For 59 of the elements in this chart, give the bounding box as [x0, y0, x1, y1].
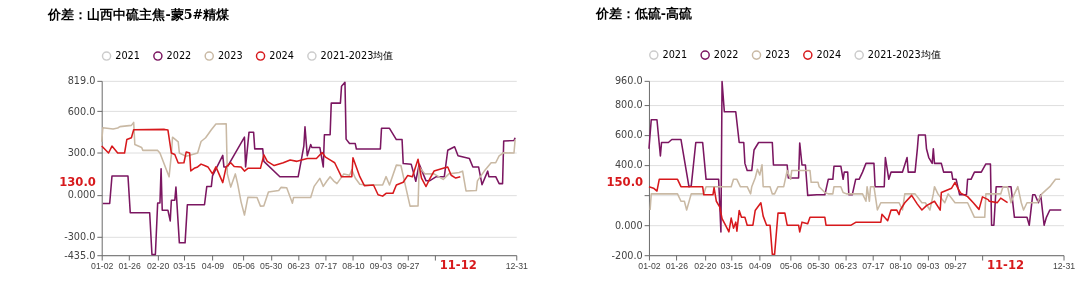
y-tick-label: 300.0 [67, 147, 96, 159]
legend-label: 2024 [816, 49, 842, 61]
y-tick-label: 0.000 [67, 189, 96, 201]
legend-label: 2022 [713, 49, 739, 61]
text: 11-12 [439, 257, 477, 272]
x-tick-label: 04-09 [749, 261, 772, 272]
legend-label: 2022 [166, 49, 192, 61]
legend-label: 2021 [662, 49, 688, 61]
x-tick-label: 06-23 [834, 261, 858, 272]
y-tick-label: 400.0 [614, 159, 643, 171]
line-series [648, 80, 1063, 233]
legend-label: 2021 [115, 49, 140, 61]
x-tick-label: 01-26 [665, 261, 689, 272]
x-tick-label: 02-20 [694, 261, 717, 272]
x-tick-label: 04-09 [201, 261, 225, 272]
x-tick-label: 06-23 [287, 261, 310, 272]
line-series [648, 178, 1009, 256]
legend-label: 2024 [269, 49, 294, 61]
legend-label: 2021-2023均值 [867, 49, 941, 61]
y-tick-label: -200.0 [611, 249, 643, 261]
y-tick-label: 960.0 [614, 75, 643, 87]
x-tick-label: 07-17 [314, 261, 338, 272]
x-tick-label: 09-27 [944, 261, 967, 272]
chart-title: 价差：低硫-高硫 [594, 5, 692, 21]
x-tick-label: 01-26 [118, 261, 141, 272]
x-tick-label: 02-20 [147, 261, 170, 272]
y-tick-label: 600.0 [614, 129, 643, 141]
x-tick-label: 09-27 [397, 261, 420, 272]
y-tick-label: 0.000 [614, 219, 643, 231]
x-tick-label: 09-03 [916, 261, 940, 272]
x-tick-label: 12-31 [1052, 261, 1076, 272]
text: 11-12 [986, 257, 1025, 272]
x-tick-label: 09-03 [369, 261, 393, 272]
x-tick-label: 08-10 [342, 261, 365, 272]
x-tick-label: 05-06 [779, 261, 803, 272]
line-series [649, 163, 1061, 219]
chart-title: 价差：山西中硫主焦-蒙5#精煤 [47, 6, 230, 22]
x-tick-label: 03-15 [173, 261, 196, 272]
legend-label: 2023 [765, 49, 790, 61]
y-tick-label: 800.0 [614, 99, 643, 111]
text: 150.0 [606, 174, 644, 189]
y-tick-label: 819.0 [67, 75, 96, 87]
x-tick-label: 08-10 [889, 261, 912, 272]
y-tick-label: -435.0 [64, 249, 96, 261]
x-tick-label: 03-15 [720, 261, 743, 272]
line-series [100, 121, 516, 216]
x-tick-label: 05-30 [807, 261, 830, 272]
x-tick-label: 07-17 [862, 261, 885, 272]
x-tick-label: 12-31 [505, 261, 529, 272]
y-tick-label: -300.0 [64, 230, 96, 242]
text: 130.0 [59, 174, 96, 189]
line-series [100, 128, 462, 197]
x-tick-label: 05-06 [232, 261, 256, 272]
legend-label: 2023 [217, 49, 243, 61]
x-tick-label: 05-30 [260, 261, 283, 272]
legend-label: 2021-2023均值 [320, 49, 394, 61]
y-tick-label: 600.0 [67, 105, 96, 117]
x-tick-label: 01-02 [638, 261, 661, 272]
x-tick-label: 01-02 [91, 261, 114, 272]
